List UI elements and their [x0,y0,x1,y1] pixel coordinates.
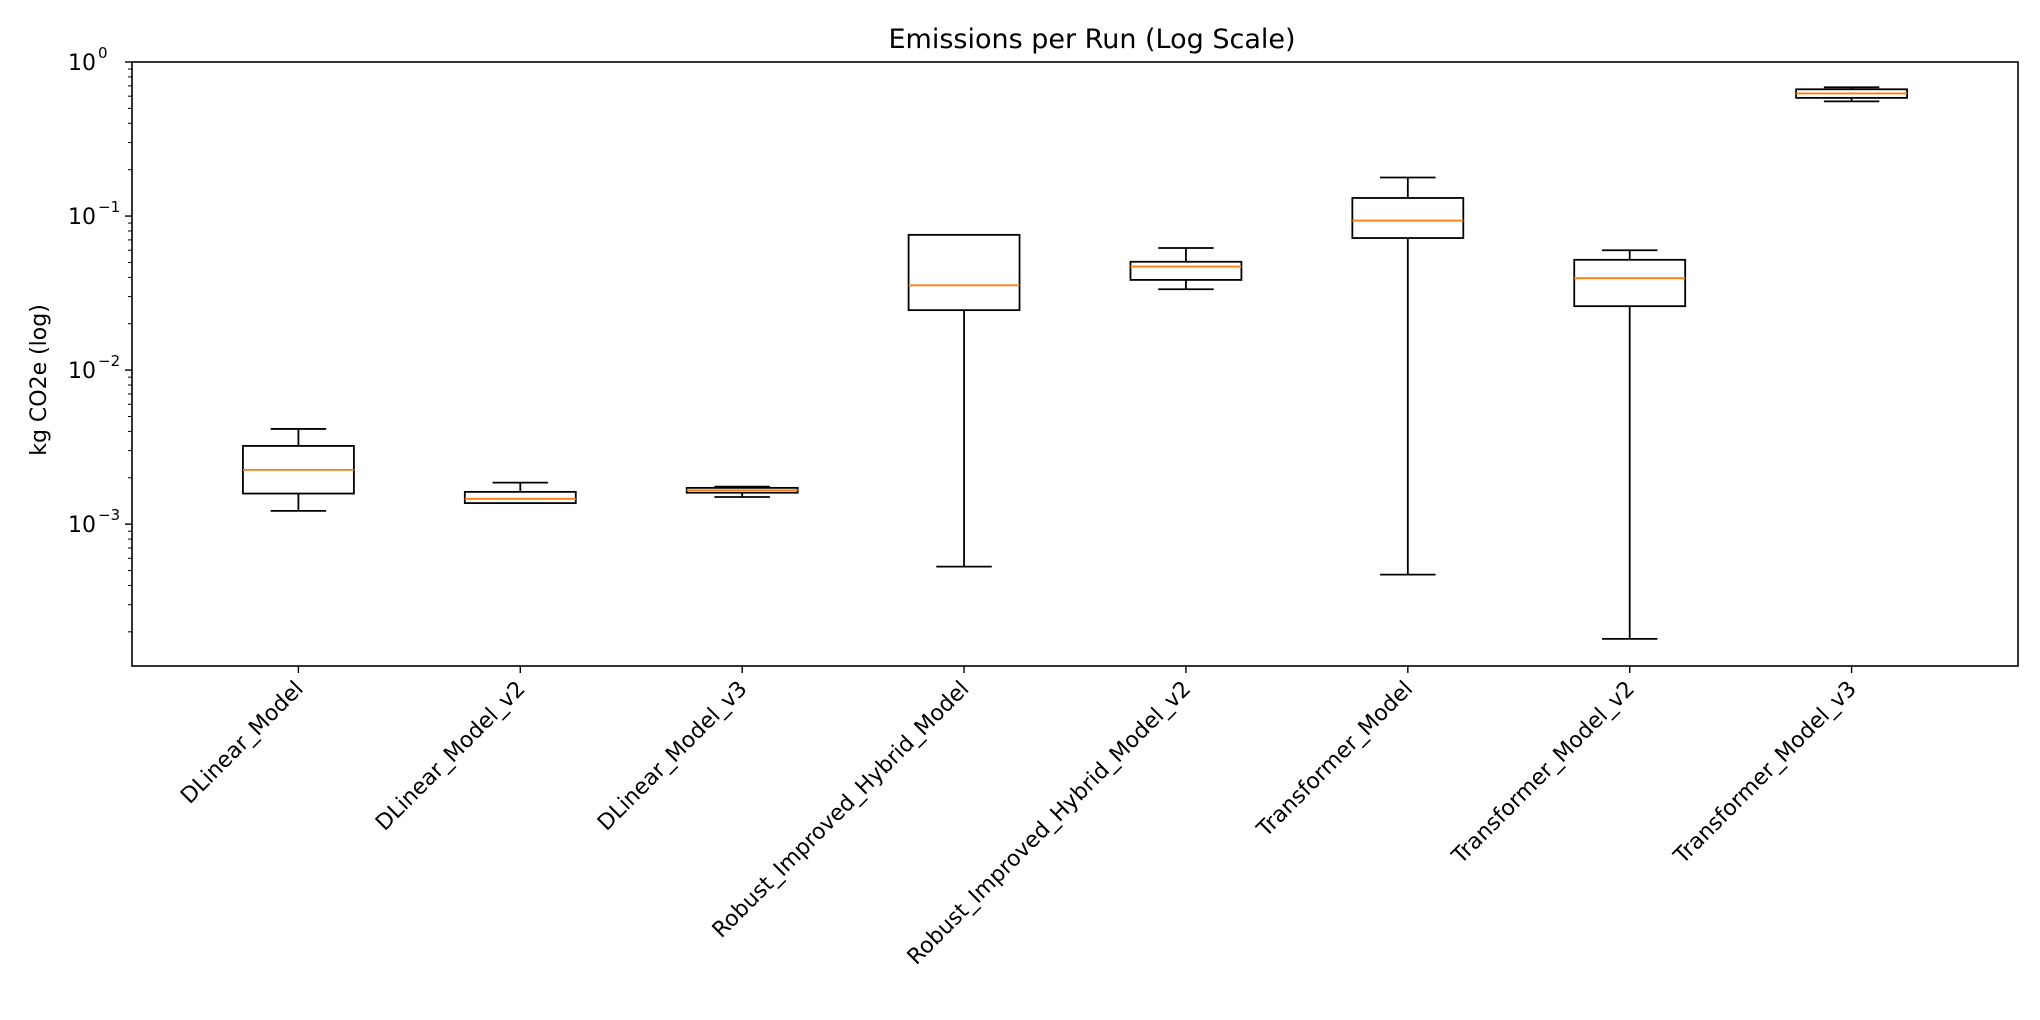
iqr-box [1351,197,1465,239]
x-tick-label: Transformer_Model_v3 [1669,677,1862,870]
iqr-box [1573,258,1687,308]
y-tick-exponent: −3 [98,506,120,524]
plot-frame [131,61,2019,667]
x-tick-label: Transformer_Model [1252,677,1418,843]
y-tick-label: 10 [68,513,96,538]
iqr-box [907,233,1021,312]
y-tick-exponent: −1 [98,198,120,216]
y-axis-label: kg CO2e (log) [27,304,52,456]
x-tick-label: Robust_Improved_Hybrid_Model [708,677,975,944]
y-tick-exponent: −2 [98,352,120,370]
iqr-box [1129,260,1243,281]
y-tick-label: 10 [68,51,96,76]
x-tick-label: DLinear_Model_v2 [371,677,530,836]
iqr-box [463,490,577,504]
y-tick-label: 10 [68,205,96,230]
x-tick-label: Transformer_Model_v2 [1447,677,1640,870]
chart-title: Emissions per Run (Log Scale) [888,24,1295,55]
x-tick-label: DLinear_Model [176,677,308,809]
x-tick-label: DLinear_Model_v3 [593,677,752,836]
y-tick-label: 10 [68,359,96,384]
y-tick-exponent: 0 [98,44,108,62]
